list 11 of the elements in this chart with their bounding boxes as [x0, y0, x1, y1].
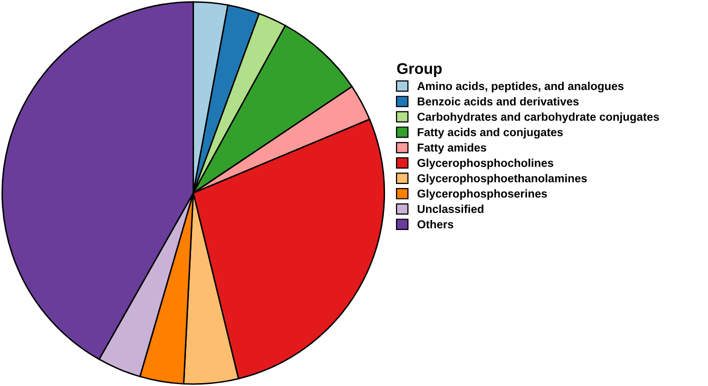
legend-label: Benzoic acids and derivatives: [418, 97, 579, 106]
legend-label: Unclassified: [418, 204, 484, 214]
legend-label: Glycerophosphoserines: [418, 189, 547, 200]
legend-title: Group: [397, 63, 442, 77]
legend-label: Glycerophosphocholines: [418, 158, 554, 170]
legend-label: Carbohydrates and carbohydrate conjugates: [418, 112, 659, 124]
legend-label: Amino acids, peptides, and analogues: [417, 82, 624, 92]
legend-label: Others: [418, 220, 454, 228]
legend-label: Fatty acids and conjugates: [418, 128, 563, 139]
legend-label: Glycerophosphoethanolamines: [418, 174, 587, 185]
legend-label: Fatty amides: [418, 143, 486, 154]
